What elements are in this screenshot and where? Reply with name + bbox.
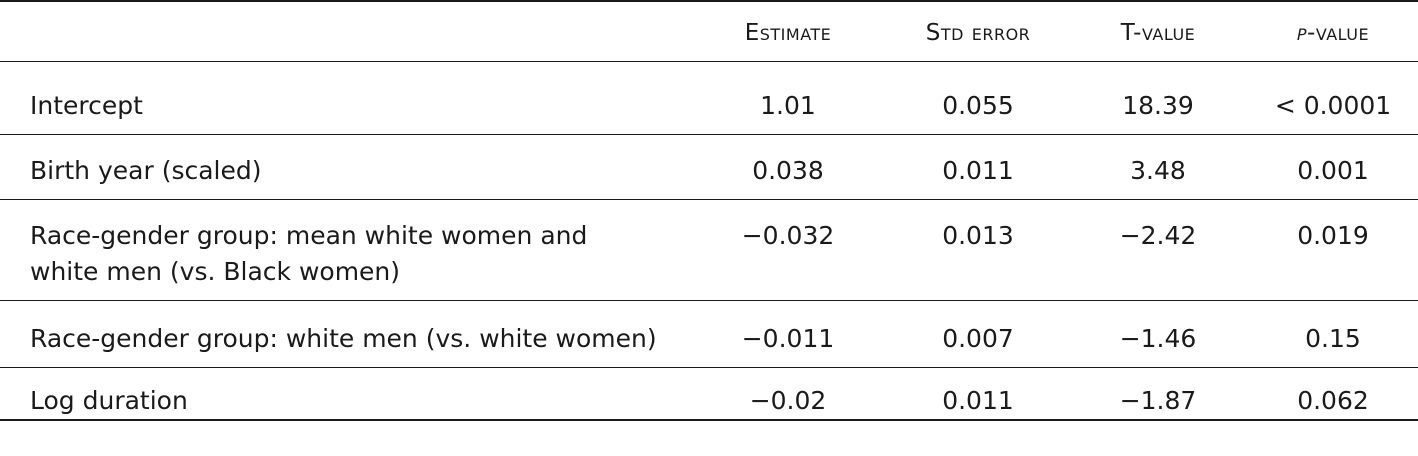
header-std-error: Std error (925, 20, 1031, 47)
cell-t-value: −1.87 (1119, 385, 1197, 415)
table-row: Birth year (scaled) 0.038 0.011 3.48 0.0… (0, 134, 1418, 199)
header-p-value: p-value (1248, 1, 1418, 61)
cell-estimate: −0.02 (749, 385, 827, 415)
cell-t-value: 3.48 (1130, 155, 1186, 185)
header-row: Estimate Std error T-value p-value (0, 1, 1418, 61)
cell-t-value: −1.46 (1119, 323, 1197, 353)
table-row: Race-gender group: mean white women and w… (0, 199, 1418, 300)
cell-std-error: 0.013 (942, 220, 1014, 250)
cell-p-value: < 0.0001 (1274, 90, 1392, 120)
cell-p-value: 0.001 (1297, 155, 1369, 185)
cell-std-error: 0.011 (942, 155, 1014, 185)
table-row: Intercept 1.01 0.055 18.39 < 0.0001 (0, 61, 1418, 134)
header-t-value: T-value (1120, 20, 1196, 47)
cell-std-error: 0.011 (942, 385, 1014, 415)
cell-p-value: 0.15 (1305, 323, 1361, 353)
cell-std-error: 0.007 (942, 323, 1014, 353)
row-label: Log duration (30, 385, 188, 415)
row-label: Race-gender group: mean white women and w… (0, 199, 688, 300)
cell-estimate: 1.01 (760, 90, 816, 120)
row-label: Intercept (30, 90, 143, 120)
table-header: Estimate Std error T-value p-value (0, 1, 1418, 61)
cell-std-error: 0.055 (942, 90, 1014, 120)
row-label: Birth year (scaled) (30, 155, 262, 185)
header-p-value-p: p (1296, 20, 1308, 47)
cell-estimate: 0.038 (752, 155, 824, 185)
cell-t-value: 18.39 (1122, 90, 1194, 120)
cell-p-value: 0.062 (1297, 385, 1369, 415)
table-body: Intercept 1.01 0.055 18.39 < 0.0001 Birt… (0, 61, 1418, 420)
table-row: Race-gender group: white men (vs. white … (0, 300, 1418, 367)
table-row: Log duration −0.02 0.011 −1.87 0.062 (0, 367, 1418, 420)
header-p-value-rest: -value (1307, 20, 1370, 47)
row-label-line-1: Race-gender group: mean white women and (30, 220, 588, 250)
header-estimate: Estimate (744, 20, 832, 47)
cell-t-value: −2.42 (1119, 220, 1197, 250)
regression-table: Estimate Std error T-value p-value Inter… (0, 1, 1418, 420)
cell-p-value: 0.019 (1297, 220, 1369, 250)
cell-estimate: −0.011 (741, 323, 835, 353)
cell-estimate: −0.032 (741, 220, 835, 250)
row-label-line-2: white men (vs. Black women) (30, 256, 401, 286)
header-label (0, 1, 688, 61)
row-label: Race-gender group: white men (vs. white … (30, 323, 657, 353)
